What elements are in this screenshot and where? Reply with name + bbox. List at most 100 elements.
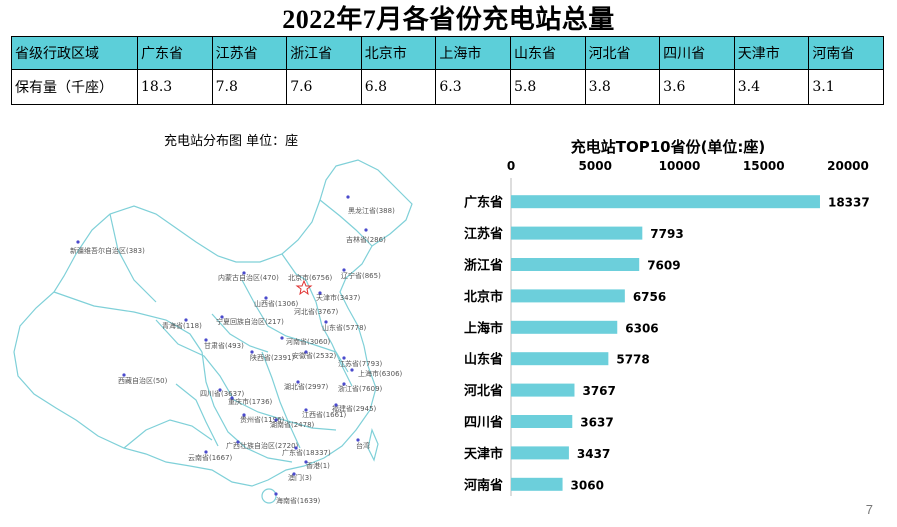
map-label: 河北省(3767) (294, 307, 339, 316)
table-cell: 7.6 (286, 69, 362, 105)
category-label: 上海市 (464, 320, 503, 336)
map-dot (292, 472, 296, 476)
category-label: 江苏省 (464, 226, 503, 242)
map-dot (236, 440, 240, 444)
map-dot (342, 382, 346, 386)
bar-chart-svg: 0 5000 10000 15000 20000 广东省 18337 江苏省 7793 浙江省 76… (464, 159, 870, 496)
map-label: 浙江省(7609) (338, 384, 383, 393)
table-cell: 3.4 (733, 69, 810, 105)
map-label: 湖南省(2478) (270, 420, 315, 429)
table-row-label: 保有量（千座） (11, 69, 138, 105)
bar-value-label: 3767 (582, 384, 615, 398)
map-label: 江苏省(7793) (338, 359, 383, 368)
map-dot (342, 268, 346, 272)
map-dot (122, 373, 126, 377)
map-label: 陕西省(2391) (250, 353, 295, 362)
table-header-cell: 河南省 (808, 36, 884, 70)
x-tick-label: 10000 (659, 159, 701, 173)
x-tick-label: 5000 (579, 159, 612, 173)
map-label: 北京市(6756) (288, 273, 333, 282)
category-label: 天津市 (464, 446, 503, 462)
page-number: 7 (865, 502, 873, 517)
bar-value-label: 5778 (616, 353, 649, 367)
map-label: 青海省(118) (162, 321, 202, 330)
map-dot (250, 350, 254, 354)
map-dot (242, 413, 246, 417)
bar (511, 320, 618, 334)
category-label: 河南省 (464, 477, 503, 493)
bar (511, 289, 625, 303)
bar-value-label: 3060 (571, 478, 604, 492)
category-label: 河北省 (464, 383, 503, 399)
map-dot (296, 380, 300, 384)
map-dot (294, 446, 298, 450)
map-dot (204, 450, 208, 454)
map-dot (304, 460, 308, 464)
x-tick-label: 0 (507, 159, 515, 173)
map-label: 内蒙古自治区(470) (218, 273, 279, 282)
category-label: 广东省 (464, 195, 503, 211)
map-dot (304, 408, 308, 412)
bar (511, 195, 820, 209)
category-label: 四川省 (464, 415, 503, 431)
map-label: 新疆维吾尔自治区(383) (70, 246, 145, 255)
map-label: 河南省(3060) (286, 337, 331, 346)
map-label: 辽宁省(865) (341, 271, 381, 280)
bar (511, 226, 643, 240)
map-label: 上海市(6306) (358, 369, 403, 378)
map-label: 四川省(3637) (200, 389, 245, 398)
map-label: 澳门(3) (288, 473, 312, 482)
map-dot (218, 388, 222, 392)
map-dot (342, 356, 346, 360)
table-cell: 6.8 (360, 69, 437, 105)
map-dot (350, 368, 354, 372)
table-cell: 7.8 (211, 69, 288, 105)
map-outline (13, 159, 413, 504)
map-label: 安徽省(2532) (292, 351, 337, 360)
table-header-cell: 河北省 (584, 36, 661, 70)
table-cell: 3.6 (659, 69, 735, 105)
china-map-svg: 黑龙江省(388) 吉林省(286) 辽宁省(865) 内蒙古自治区(470) … (13, 159, 413, 505)
page-title: 2022年7月各省份充电站总量 (282, 5, 615, 34)
table-header-cell: 上海市 (435, 36, 511, 70)
chart-title: 充电站TOP10省份(单位:座) (570, 138, 766, 156)
table-header-cell: 江苏省 (211, 36, 288, 70)
map-label: 天津市(3437) (316, 293, 361, 302)
map-dot (364, 228, 368, 232)
table-row: 保有量（千座） 18.3 7.8 7.6 6.8 6.3 5.8 3.8 3.6… (11, 69, 884, 105)
bar-value-label: 6306 (625, 321, 658, 335)
map-label: 福建省(2945) (332, 404, 377, 413)
bar-value-label: 18337 (828, 196, 870, 210)
table-header-cell: 天津市 (733, 36, 810, 70)
map-dot (220, 315, 224, 319)
map-label: 广西壮族自治区(2720) (226, 441, 299, 450)
map-dot (356, 438, 360, 442)
map-label: 广东省(18337) (282, 448, 331, 457)
map-dot (274, 492, 278, 496)
map-label: 湖北省(2997) (284, 382, 329, 391)
bar (511, 258, 640, 271)
top10-bar-chart: 充电站TOP10省份(单位:座) 0 5000 10000 15000 20000 广东省… (448, 136, 888, 496)
bar-value-label: 7609 (647, 259, 680, 273)
map-label: 吉林省(286) (346, 235, 386, 244)
map-label: 海南省(1639) (276, 496, 321, 505)
map-dot (334, 403, 338, 407)
map-dot (204, 338, 208, 342)
map-dot (304, 350, 308, 354)
map-dot (274, 418, 278, 422)
map-dot (324, 320, 328, 324)
map-dot (346, 195, 350, 199)
map-label: 西藏自治区(50) (118, 376, 168, 385)
table-header-cell: 北京市 (360, 36, 437, 70)
map-label: 贵州省(1196) (240, 415, 285, 424)
map-dot (280, 336, 284, 340)
map-dot (76, 240, 80, 244)
province-markers: 黑龙江省(388) 吉林省(286) 辽宁省(865) 内蒙古自治区(470) … (70, 195, 403, 505)
table-cell: 18.3 (137, 69, 213, 105)
table-cell: 3.8 (584, 69, 661, 105)
map-dot (230, 396, 234, 400)
table-cell: 3.1 (808, 69, 884, 105)
map-title: 充电站分布图 单位：座 (164, 134, 299, 149)
table-header-cell: 浙江省 (286, 36, 362, 70)
distribution-map: 充电站分布图 单位：座 黑龙江省(388) 吉林省(286) 辽宁省(8 (6, 130, 446, 525)
